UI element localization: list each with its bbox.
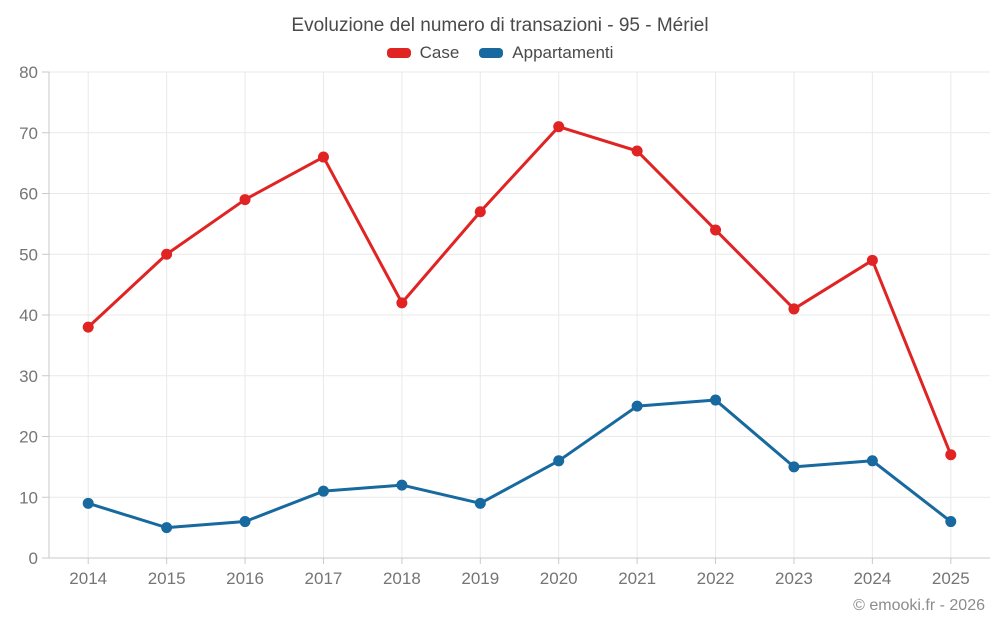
data-point-appartamenti-2020[interactable] [553,455,565,467]
copyright-footer: © emooki.fr - 2026 [853,597,985,614]
legend-item-appartamenti[interactable]: Appartamenti [479,43,613,63]
x-axis-tick-label: 2024 [853,569,891,588]
legend-label-case: Case [419,43,460,62]
data-point-case-2017[interactable] [317,151,329,163]
data-point-appartamenti-2022[interactable] [710,394,722,406]
data-point-case-2018[interactable] [396,297,408,309]
y-axis-tick-label: 60 [19,185,38,204]
data-point-appartamenti-2025[interactable] [945,516,957,528]
data-point-appartamenti-2019[interactable] [474,497,486,509]
series-case [82,121,957,461]
y-axis-tick-label: 50 [19,245,38,264]
x-axis-tick-label: 2017 [305,569,343,588]
x-axis-tick-label: 2020 [540,569,578,588]
legend-item-case[interactable]: Case [386,43,460,63]
data-point-appartamenti-2024[interactable] [866,455,878,467]
y-axis-tick-label: 0 [29,549,38,568]
y-axis-tick-label: 70 [19,124,38,143]
data-point-case-2019[interactable] [474,206,486,218]
legend-label-appartamenti: Appartamenti [512,43,614,62]
data-point-appartamenti-2023[interactable] [788,461,800,473]
data-point-appartamenti-2015[interactable] [161,522,173,534]
data-point-case-2025[interactable] [945,449,957,461]
x-axis-tick-label: 2022 [697,569,735,588]
data-point-case-2023[interactable] [788,303,800,315]
x-axis-tick-label: 2016 [226,569,264,588]
chart-title: Evoluzione del numero di transazioni - 9… [291,15,709,36]
data-point-case-2014[interactable] [82,321,94,333]
data-point-appartamenti-2016[interactable] [239,516,251,528]
data-point-appartamenti-2014[interactable] [82,497,94,509]
y-axis-tick-label: 80 [19,63,38,82]
y-axis-tick-label: 10 [19,488,38,507]
y-axis-tick-label: 40 [19,306,38,325]
data-point-case-2024[interactable] [866,254,878,266]
data-point-case-2021[interactable] [631,145,643,157]
data-point-case-2022[interactable] [710,224,722,236]
appartamenti-series-swatch [479,48,504,58]
x-axis-tick-label: 2015 [148,569,186,588]
data-point-case-2020[interactable] [553,121,565,133]
y-axis-tick-label: 20 [19,428,38,447]
x-axis-tick-label: 2023 [775,569,813,588]
data-point-appartamenti-2018[interactable] [396,479,408,491]
data-point-appartamenti-2021[interactable] [631,400,643,412]
data-point-appartamenti-2017[interactable] [317,485,329,497]
x-axis-tick-label: 2025 [932,569,970,588]
data-point-case-2015[interactable] [161,248,173,260]
y-axis-tick-label: 30 [19,367,38,386]
x-axis-tick-label: 2021 [618,569,656,588]
x-axis-tick-label: 2014 [69,569,107,588]
case-series-swatch [386,48,411,58]
series-appartamenti [82,394,957,534]
legend: Case Appartamenti [0,43,1000,63]
x-axis-tick-label: 2018 [383,569,421,588]
data-point-case-2016[interactable] [239,194,251,206]
x-axis-tick-label: 2019 [461,569,499,588]
